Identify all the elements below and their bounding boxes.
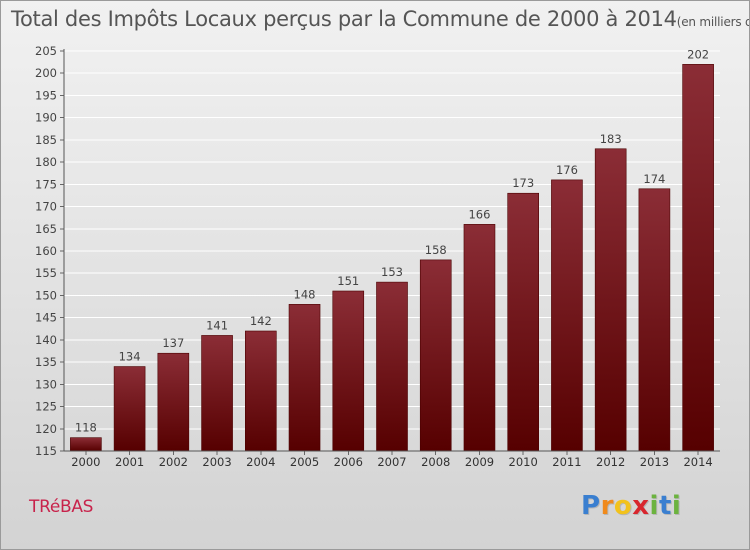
y-tick-label: 185 [35, 133, 57, 147]
bar-value-label: 118 [75, 421, 97, 435]
logo-letter: r [600, 491, 614, 521]
logo-letter: i [671, 491, 682, 521]
y-tick-label: 120 [35, 422, 57, 436]
y-tick-label: 170 [35, 200, 57, 214]
bar [245, 330, 277, 452]
bar [594, 148, 627, 452]
bar [507, 192, 540, 452]
y-tick-label: 140 [35, 333, 57, 347]
chart-subtitle: (en milliers d'€) [676, 15, 749, 29]
bar-value-label: 202 [687, 47, 709, 61]
x-tick-label: 2001 [115, 455, 144, 469]
bar [201, 335, 233, 452]
bar-value-label: 166 [468, 207, 490, 221]
y-tick-label: 130 [35, 377, 57, 391]
x-tick-label: 2005 [290, 455, 319, 469]
bar [332, 290, 365, 452]
logo-letter: o [613, 491, 633, 521]
bar-value-label: 183 [600, 132, 622, 146]
y-tick-label: 150 [35, 288, 57, 302]
logo-letter: i [649, 491, 659, 521]
y-tick-label: 195 [35, 88, 57, 102]
x-tick-label: 2010 [509, 455, 538, 469]
x-tick-label: 2006 [334, 455, 363, 469]
y-tick-label: 200 [35, 66, 57, 80]
bar [682, 64, 714, 452]
y-tick-label: 180 [35, 155, 57, 169]
x-tick-label: 2004 [246, 455, 275, 469]
x-tick-label: 2011 [552, 455, 581, 469]
y-tick-label: 190 [35, 111, 57, 125]
bar-value-label: 176 [556, 163, 578, 177]
x-tick-label: 2000 [71, 455, 100, 469]
bar-value-label: 134 [119, 350, 141, 364]
x-tick-label: 2009 [465, 455, 494, 469]
bar [288, 304, 321, 452]
bar-value-label: 151 [337, 274, 359, 288]
bar-value-label: 148 [294, 287, 316, 301]
y-tick-label: 165 [35, 222, 57, 236]
logo-letter: x [632, 491, 650, 521]
y-tick-label: 135 [35, 355, 57, 369]
bar [70, 437, 102, 452]
x-tick-label: 2008 [421, 455, 450, 469]
bar [638, 188, 671, 452]
y-tick-label: 160 [35, 244, 57, 258]
y-tick-label: 175 [35, 177, 57, 191]
x-tick-label: 2003 [202, 455, 231, 469]
x-tick-label: 2007 [377, 455, 406, 469]
x-tick-label: 2012 [596, 455, 625, 469]
chart-title-block: Total des Impôts Locaux perçus par la Co… [11, 7, 749, 31]
bar-value-label: 158 [425, 243, 447, 257]
bar [463, 224, 496, 452]
bar [551, 179, 583, 452]
bar-value-label: 174 [643, 172, 665, 186]
x-tick-label: 2014 [683, 455, 712, 469]
chart-title: Total des Impôts Locaux perçus par la Co… [11, 7, 677, 31]
logo-letter: P [581, 491, 601, 521]
bar [419, 259, 452, 452]
commune-name: TRéBAS [29, 497, 94, 517]
logo-letter: t [658, 491, 672, 521]
axes: 115 120 125 130 135 140 145 150 155 160 165 170 175 1… [35, 44, 720, 469]
bar-value-label: 153 [381, 265, 403, 279]
bar [376, 281, 408, 452]
bar-value-label: 137 [162, 336, 184, 350]
bar-value-label: 173 [512, 176, 534, 190]
bar-value-label: 141 [206, 318, 228, 332]
bars: 118 134 137 141 142 148 151 153 158 166 173 176 183 1… [70, 47, 714, 452]
y-tick-label: 155 [35, 266, 57, 280]
bar [113, 366, 146, 452]
bar [157, 352, 190, 452]
x-tick-label: 2002 [159, 455, 188, 469]
y-tick-label: 205 [35, 44, 57, 58]
x-tick-label: 2013 [640, 455, 669, 469]
y-tick-label: 125 [35, 400, 57, 414]
y-tick-label: 115 [35, 444, 57, 458]
proxiti-logo: Proxiti [581, 491, 681, 521]
bar-value-label: 142 [250, 314, 272, 328]
y-tick-label: 145 [35, 311, 57, 325]
